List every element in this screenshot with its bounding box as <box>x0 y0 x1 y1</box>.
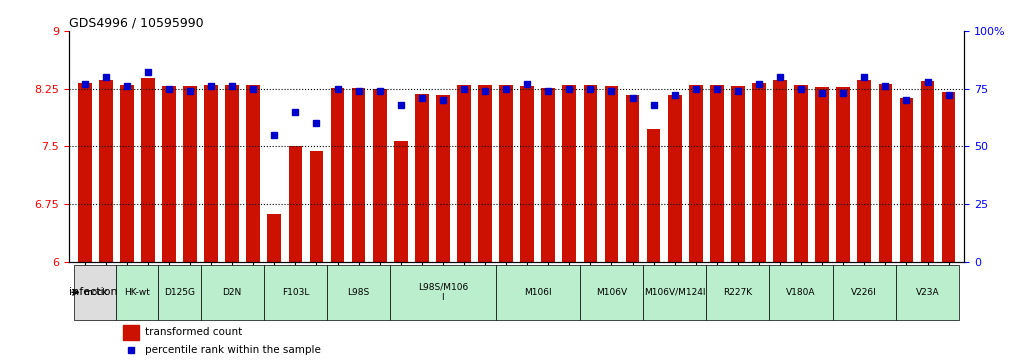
Text: mock: mock <box>83 288 107 297</box>
Bar <box>773 80 787 262</box>
Text: M106V/M124I: M106V/M124I <box>644 288 705 297</box>
Bar <box>457 85 471 262</box>
Bar <box>710 85 723 262</box>
Bar <box>689 85 703 262</box>
Bar <box>921 81 934 262</box>
Bar <box>706 265 770 320</box>
Text: D2N: D2N <box>223 288 242 297</box>
Bar <box>330 88 344 262</box>
Bar <box>900 98 914 262</box>
Bar <box>815 87 829 262</box>
Bar <box>583 85 598 262</box>
Bar <box>74 265 116 320</box>
Bar <box>352 88 366 262</box>
Bar <box>646 129 660 262</box>
Bar <box>478 85 492 262</box>
Bar <box>521 86 534 262</box>
Bar <box>895 265 959 320</box>
Bar <box>770 265 833 320</box>
Bar <box>158 265 201 320</box>
Bar <box>668 95 682 262</box>
Bar <box>837 87 850 262</box>
Bar <box>162 86 176 262</box>
Bar <box>116 265 158 320</box>
Bar <box>731 86 745 262</box>
Bar <box>857 80 871 262</box>
Bar <box>183 86 197 262</box>
Text: M106I: M106I <box>524 288 551 297</box>
Bar <box>327 265 390 320</box>
Bar <box>225 85 239 262</box>
Bar <box>833 265 895 320</box>
Bar <box>390 265 495 320</box>
Text: R227K: R227K <box>723 288 753 297</box>
Bar <box>246 85 260 262</box>
Bar <box>605 86 618 262</box>
Bar <box>123 325 139 339</box>
Bar <box>289 146 302 262</box>
Bar <box>942 93 955 262</box>
Text: GDS4996 / 10595990: GDS4996 / 10595990 <box>69 17 204 30</box>
Text: F103L: F103L <box>282 288 309 297</box>
Text: HK-wt: HK-wt <box>125 288 150 297</box>
Bar <box>267 214 282 262</box>
Bar <box>499 85 513 262</box>
Bar <box>120 85 134 262</box>
Text: L98S: L98S <box>347 288 370 297</box>
Bar <box>78 83 91 262</box>
Bar <box>562 85 576 262</box>
Bar <box>201 265 263 320</box>
Text: V23A: V23A <box>916 288 939 297</box>
Text: M106V: M106V <box>596 288 627 297</box>
Bar <box>205 85 218 262</box>
Bar <box>579 265 643 320</box>
Bar <box>626 95 639 262</box>
Bar <box>310 151 323 262</box>
Text: D125G: D125G <box>164 288 196 297</box>
Bar <box>141 78 155 262</box>
Bar <box>415 94 428 262</box>
Bar <box>878 84 892 262</box>
Text: infection: infection <box>69 287 118 297</box>
Bar <box>394 141 407 262</box>
Bar <box>794 85 808 262</box>
Text: V180A: V180A <box>786 288 815 297</box>
Bar <box>99 80 112 262</box>
Bar <box>495 265 579 320</box>
Bar <box>263 265 327 320</box>
Bar <box>643 265 706 320</box>
Bar <box>436 95 450 262</box>
Bar <box>541 88 555 262</box>
Text: transformed count: transformed count <box>145 327 242 337</box>
Text: L98S/M106
I: L98S/M106 I <box>417 282 468 302</box>
Bar <box>752 83 766 262</box>
Bar <box>373 89 387 262</box>
Text: percentile rank within the sample: percentile rank within the sample <box>145 345 321 355</box>
Text: V226I: V226I <box>851 288 877 297</box>
